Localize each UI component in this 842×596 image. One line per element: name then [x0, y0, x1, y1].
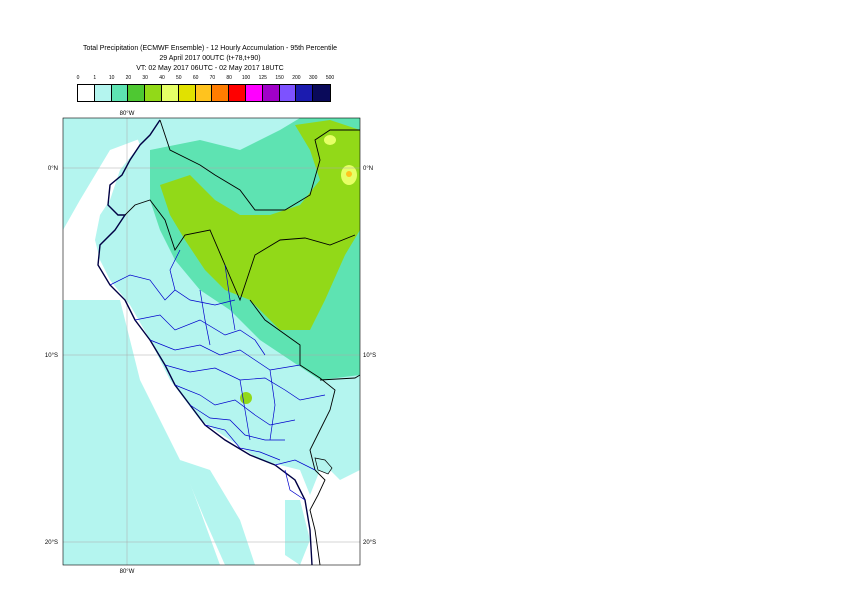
border-national-ecuador-peru	[124, 199, 356, 302]
legend-swatch	[111, 85, 129, 101]
legend-tick-label: 60	[192, 75, 199, 81]
border-national-bolivia	[309, 469, 326, 565]
legend-swatch	[245, 85, 263, 101]
lat-label-20-right: 20°S	[363, 540, 376, 546]
legend-tick-label: 100	[241, 75, 251, 81]
precip-spot-yellow-2	[324, 135, 336, 145]
legend-swatch	[296, 85, 314, 101]
legend-tick-label: 10	[108, 75, 115, 81]
legend-swatch	[195, 85, 213, 101]
legend-tick-label: 150	[275, 75, 284, 81]
legend-swatch	[161, 85, 179, 101]
legend-swatch	[229, 85, 246, 101]
precip-streaks-ocean	[63, 300, 220, 565]
legend-tick-label: 20	[125, 75, 132, 81]
lat-label-10-left: 10°S	[45, 353, 58, 359]
legend-swatch	[78, 85, 95, 101]
precip-streak-b	[285, 500, 310, 565]
legend-swatch	[178, 85, 196, 101]
precip-spot-green-small	[240, 392, 252, 404]
legend-labels: 0 1 10 20 30 40 50 60 70 80 100 125 150 200 300 500	[77, 75, 346, 84]
legend-tick-label: 500	[325, 75, 335, 81]
legend-tick-label: 125	[258, 75, 267, 81]
lon-label-top: 80°W	[120, 111, 135, 117]
precip-spot-orange	[346, 171, 352, 177]
lat-label-0-right: 0°N	[363, 166, 373, 172]
legend-swatch	[313, 85, 330, 101]
coastline	[97, 119, 313, 565]
legend-tick-label: 0	[76, 75, 80, 81]
legend-swatch	[262, 85, 280, 101]
legend-tick-label: 50	[176, 75, 182, 81]
lat-label-20-left: 20°S	[45, 540, 58, 546]
legend-swatch	[279, 85, 297, 101]
lon-label-bottom: 80°W	[120, 569, 135, 575]
legend-tick-label: 80	[226, 75, 232, 81]
border-national-ecuador-colombia	[159, 119, 360, 211]
legend-swatch	[94, 85, 112, 101]
legend-tick-label: 30	[142, 75, 148, 81]
precip-area-green	[160, 120, 360, 330]
legend-swatch	[145, 85, 162, 101]
legend-tick-label: 300	[309, 75, 318, 81]
map-frame	[62, 117, 361, 566]
color-legend: 0 1 10 20 30 40 50 60 70 80 100 125 150 200 300 500	[77, 75, 346, 102]
legend-swatch	[128, 85, 146, 101]
legend-tick-label: 200	[292, 75, 301, 81]
border-national-peru-brazil	[249, 299, 336, 471]
chart-title-block: Total Precipitation (ECMWF Ensemble) - 1…	[20, 44, 400, 74]
legend-tick-label: 1	[93, 75, 97, 81]
precip-streak-a	[180, 460, 255, 565]
border-national-brazil-ne	[319, 374, 360, 381]
legend-swatch	[212, 85, 230, 101]
legend-tick-label: 70	[209, 75, 216, 81]
valid-time: VT: 02 May 2017 06UTC - 02 May 2017 18UT…	[136, 65, 284, 72]
lat-label-0-left: 0°N	[48, 166, 58, 172]
chart-title: Total Precipitation (ECMWF Ensemble) - 1…	[82, 45, 338, 52]
base-time: 29 April 2017 00UTC (t+78,t+90)	[159, 55, 261, 62]
lake-titicaca	[314, 457, 333, 475]
legend-bar	[77, 84, 331, 102]
lat-label-10-right: 10°S	[363, 353, 376, 359]
regional-borders	[109, 249, 326, 501]
legend-tick-label: 40	[159, 75, 165, 81]
